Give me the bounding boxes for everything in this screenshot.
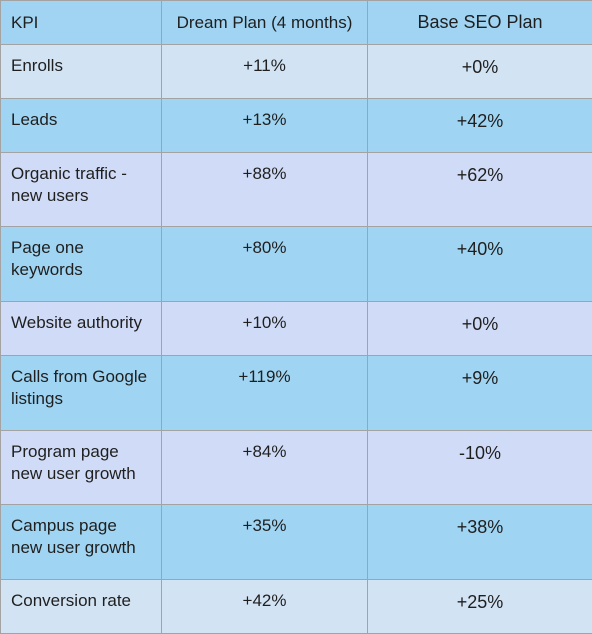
dream-plan-cell: +88%	[162, 153, 368, 227]
kpi-label: Website authority	[11, 312, 153, 334]
dream-plan-cell: +13%	[162, 99, 368, 153]
kpi-cell: Organic traffic - new users	[1, 153, 162, 227]
kpi-cell: Leads	[1, 99, 162, 153]
kpi-label: Page one keywords	[11, 237, 153, 281]
kpi-cell: Calls from Google listings	[1, 356, 162, 431]
table-row: Leads +13% +42%	[1, 99, 592, 153]
base-plan-cell: +40%	[368, 227, 592, 302]
base-plan-cell: +25%	[368, 580, 592, 634]
header-dream-plan: Dream Plan (4 months)	[162, 1, 368, 45]
header-kpi: KPI	[1, 1, 162, 45]
table-row: Organic traffic - new users +88% +62%	[1, 153, 592, 227]
dream-plan-cell: +10%	[162, 302, 368, 356]
dream-plan-cell: +35%	[162, 505, 368, 580]
kpi-label: Calls from Google listings	[11, 366, 153, 410]
base-plan-cell: -10%	[368, 431, 592, 505]
kpi-label: Campus page new user growth	[11, 515, 153, 559]
kpi-cell: Page one keywords	[1, 227, 162, 302]
kpi-cell: Campus page new user growth	[1, 505, 162, 580]
table-row: Program page new user growth +84% -10%	[1, 431, 592, 505]
kpi-cell: Website authority	[1, 302, 162, 356]
base-plan-cell: +38%	[368, 505, 592, 580]
base-plan-cell: +42%	[368, 99, 592, 153]
kpi-label: Organic traffic - new users	[11, 163, 153, 207]
base-plan-cell: +0%	[368, 302, 592, 356]
base-plan-cell: +9%	[368, 356, 592, 431]
table-header-row: KPI Dream Plan (4 months) Base SEO Plan	[1, 1, 592, 45]
table-row: Page one keywords +80% +40%	[1, 227, 592, 302]
kpi-label: Leads	[11, 109, 153, 131]
table-row: Campus page new user growth +35% +38%	[1, 505, 592, 580]
table-row: Website authority +10% +0%	[1, 302, 592, 356]
kpi-label: Program page new user growth	[11, 441, 153, 485]
kpi-cell: Program page new user growth	[1, 431, 162, 505]
dream-plan-cell: +119%	[162, 356, 368, 431]
header-base-seo-plan: Base SEO Plan	[368, 1, 592, 45]
kpi-cell: Conversion rate	[1, 580, 162, 634]
dream-plan-cell: +80%	[162, 227, 368, 302]
kpi-label: Enrolls	[11, 55, 153, 77]
dream-plan-cell: +11%	[162, 45, 368, 99]
table-row: Enrolls +11% +0%	[1, 45, 592, 99]
table-row: Conversion rate +42% +25%	[1, 580, 592, 634]
kpi-cell: Enrolls	[1, 45, 162, 99]
base-plan-cell: +62%	[368, 153, 592, 227]
dream-plan-cell: +84%	[162, 431, 368, 505]
kpi-label: Conversion rate	[11, 590, 153, 612]
dream-plan-cell: +42%	[162, 580, 368, 634]
table-row: Calls from Google listings +119% +9%	[1, 356, 592, 431]
base-plan-cell: +0%	[368, 45, 592, 99]
